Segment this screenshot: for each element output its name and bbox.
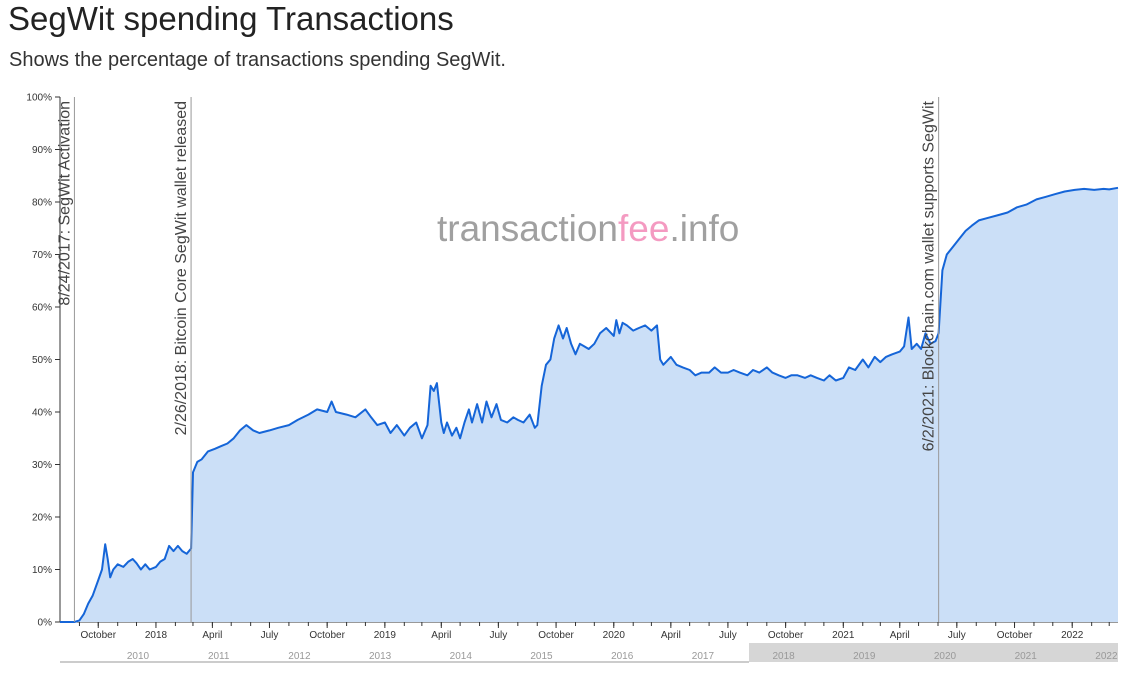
watermark-part-transaction: transaction [437,208,618,249]
x-tick-label: April [431,630,451,641]
y-tick-label: 10% [32,565,52,576]
navigator-year-label: 2019 [853,651,876,662]
x-axis: October 2018 April July October 2019 April July… [60,621,1118,641]
annotation-lines [73,97,940,622]
navigator-year-label: 2018 [772,651,795,662]
x-tick-label: April [890,630,910,641]
x-tick-label: 2022 [1061,630,1084,641]
navigator-year-label: 2020 [934,651,957,662]
annotation-label: 8/24/2017: SegWit Activation [56,101,73,306]
navigator-year-label: 2022 [1095,651,1118,662]
navigator-year-label: 2017 [692,651,715,662]
x-tick-label: October [997,630,1033,641]
navigator-year-label: 2012 [288,651,311,662]
x-tick-label: 2021 [832,630,855,641]
navigator-year-label: 2011 [208,651,230,662]
series-area [60,186,1119,623]
y-tick-label: 0% [38,618,53,629]
x-tick-label: July [948,630,966,641]
x-tick-label: 2019 [374,630,397,641]
y-tick-label: 40% [32,408,52,419]
x-tick-label: July [489,630,507,641]
x-tick-label: 2018 [145,630,168,641]
annotation-label: 6/2/2021: Blockchain.com wallet supports… [921,100,938,451]
x-tick-label: October [80,630,116,641]
annotation-label: 2/26/2018: Bitcoin Core SegWit wallet re… [173,101,190,435]
annotation-labels: 8/24/2017: SegWit Activation 2/26/2018: B… [56,100,937,451]
x-tick-label: April [661,630,681,641]
navigator-year-label: 2013 [369,651,392,662]
x-tick-label: July [719,630,737,641]
page-title: SegWit spending Transactions [8,0,454,37]
y-tick-label: 30% [32,460,52,471]
y-tick-label: 80% [32,198,52,209]
y-tick-label: 50% [32,355,52,366]
navigator-year-label: 2021 [1015,651,1038,662]
navigator-year-label: 2010 [127,651,150,662]
watermark-part-fee: fee [618,208,669,249]
navigator-year-label: 2015 [530,651,553,662]
y-tick-label: 70% [32,250,52,261]
y-tick-label: 60% [32,303,52,314]
series-line [60,186,1119,623]
y-tick-label: 90% [32,145,52,156]
x-tick-label: October [768,630,804,641]
watermark-part-info: .info [669,208,739,249]
navigator-year-label: 2014 [450,651,473,662]
navigator-year-label: 2016 [611,651,634,662]
watermark: transactionfee.info [437,208,739,249]
x-tick-label: July [261,630,279,641]
x-tick-label: October [538,630,574,641]
series-area-fill [60,187,1118,623]
y-axis: 0% 10% 20% 30% 40% 50% 60% 70% 80% 90% 100% [26,93,61,629]
y-tick-label: 20% [32,513,52,524]
x-tick-label: April [202,630,222,641]
navigator-selected-range[interactable] [749,643,1118,662]
x-tick-label: 2020 [603,630,626,641]
page-subtitle: Shows the percentage of transactions spe… [9,49,506,71]
x-tick-label: October [309,630,345,641]
y-tick-label: 100% [26,93,52,104]
navigator[interactable]: 2010 2011 2012 2013 2014 2015 2016 2017 2018 2019… [60,643,1118,663]
